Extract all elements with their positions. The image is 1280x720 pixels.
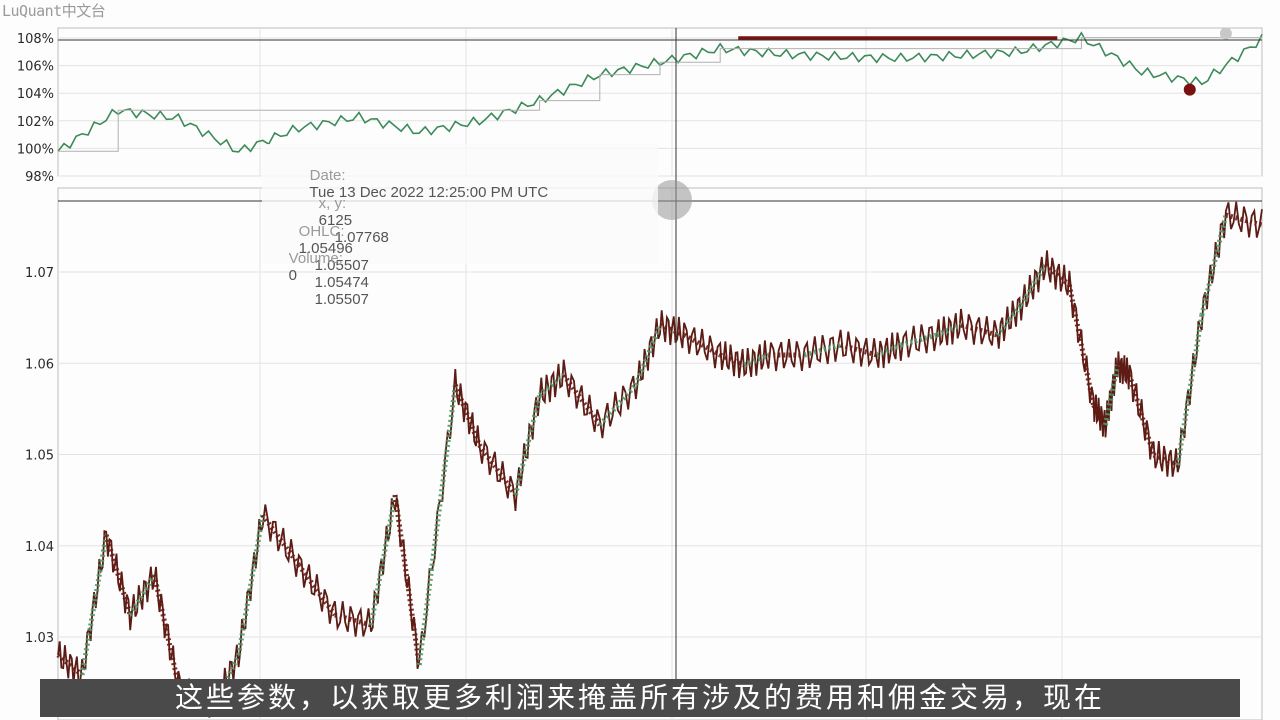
tooltip-low-value: 1.05474 — [314, 274, 369, 291]
price-panel: 1.07 1.06 1.05 1.04 1.03 — [25, 187, 1263, 720]
sell-trade-marker — [103, 534, 133, 616]
tooltip-date-value: Tue 13 Dec 2022 12:25:00 PM UTC — [309, 184, 549, 201]
y-tick-label: 106% — [17, 60, 54, 75]
buy-trade-marker — [538, 373, 566, 397]
y-tick-label: 1.07 — [25, 266, 54, 281]
buy-trade-marker — [875, 342, 902, 358]
tooltip-xy-label: x, y: — [318, 195, 347, 212]
buy-trade-marker — [212, 653, 241, 707]
tooltip-y-value: 1.07768 — [334, 229, 389, 246]
buy-trade-marker — [743, 352, 770, 368]
sell-trade-marker — [1091, 403, 1108, 427]
sell-trade-marker — [56, 653, 84, 677]
sell-trade-marker — [296, 563, 337, 617]
equity-line — [57, 31, 1263, 153]
sell-trade-marker — [392, 494, 422, 666]
sell-trade-marker — [1066, 284, 1096, 406]
buy-trade-marker — [1175, 314, 1205, 466]
tooltip-date-row: Date: Tue 13 Dec 2022 12:25:00 PM UTC — [293, 150, 548, 218]
sell-trade-marker — [960, 322, 998, 338]
sell-trade-marker — [1043, 263, 1071, 287]
y-tick-label: 1.04 — [25, 540, 54, 555]
buy-trade-marker — [416, 384, 458, 666]
buy-trade-marker — [1199, 214, 1229, 316]
y-tick-label: 102% — [17, 115, 54, 130]
sell-trade-marker — [682, 332, 722, 358]
tooltip-x-value: 6125 — [318, 212, 353, 229]
tooltip-close-value: 1.05507 — [314, 291, 369, 308]
tooltip-volume-value: 0 — [288, 267, 298, 284]
buy-trade-marker — [1103, 364, 1120, 426]
tooltip-volume-label: Volume: — [288, 250, 343, 267]
sell-trade-marker — [1127, 374, 1157, 456]
sell-trade-marker — [1152, 452, 1179, 468]
drawdown-marker — [1183, 83, 1196, 96]
y-tick-label: 108% — [17, 32, 54, 47]
sell-trade-marker — [334, 612, 372, 628]
buy-trade-marker — [513, 394, 543, 496]
tooltip-open-value: 1.05496 — [298, 240, 353, 257]
equity-panel: 108% 106% 104% 102% 100% 98% — [17, 27, 1263, 185]
panel-frame — [57, 27, 1263, 177]
sell-trade-marker — [839, 342, 878, 358]
price-line — [57, 201, 1263, 718]
tooltip-ohlc-row: OHLC: 1.05496 1.05507 1.05474 1.05507 — [282, 206, 369, 325]
sell-trade-marker — [1225, 212, 1263, 228]
tooltip-volume-row: Volume: 0 — [272, 233, 343, 301]
tooltip-ohlc-label: OHLC: — [298, 223, 345, 240]
ohlc-tooltip: Date: Tue 13 Dec 2022 12:25:00 PM UTC x,… — [262, 144, 658, 308]
y-tick-label: 1.05 — [25, 449, 54, 464]
crosshair-handle[interactable] — [652, 180, 692, 220]
y-tick-label: 98% — [25, 170, 54, 185]
y-tick-label: 100% — [17, 142, 54, 157]
buy-trade-marker — [935, 322, 962, 338]
y-tick-label: 1.06 — [25, 357, 54, 372]
buy-trade-marker — [995, 303, 1024, 337]
buy-trade-marker — [803, 342, 842, 358]
buy-trade-marker — [368, 494, 398, 626]
sell-trade-marker — [260, 513, 301, 567]
sell-trade-marker — [477, 443, 518, 497]
video-subtitle: 这些参数，以获取更多利润来掩盖所有涉及的费用和佣金交易，现在 — [40, 679, 1240, 717]
sell-trade-marker — [719, 352, 746, 368]
tooltip-xy-row: x, y: 6125 1.07768 — [302, 178, 389, 263]
tooltip-high-value: 1.05507 — [314, 257, 369, 274]
sell-trade-marker — [561, 373, 602, 427]
sell-trade-marker — [659, 322, 686, 338]
peak-marker — [1219, 27, 1232, 40]
y-tick-label: 1.03 — [25, 631, 54, 646]
sell-trade-marker — [452, 384, 482, 446]
buy-trade-marker — [79, 534, 109, 676]
y-tick-label: 104% — [17, 87, 54, 102]
equity-peak-line — [58, 37, 1262, 152]
buy-trade-marker — [900, 332, 938, 348]
buy-trade-marker — [236, 514, 266, 656]
tooltip-date-label: Date: — [309, 167, 346, 184]
buy-trade-marker — [633, 324, 663, 386]
watermark: LuQuant中文台 — [2, 2, 106, 20]
sell-trade-marker — [151, 574, 181, 686]
buy-trade-marker — [597, 383, 638, 427]
